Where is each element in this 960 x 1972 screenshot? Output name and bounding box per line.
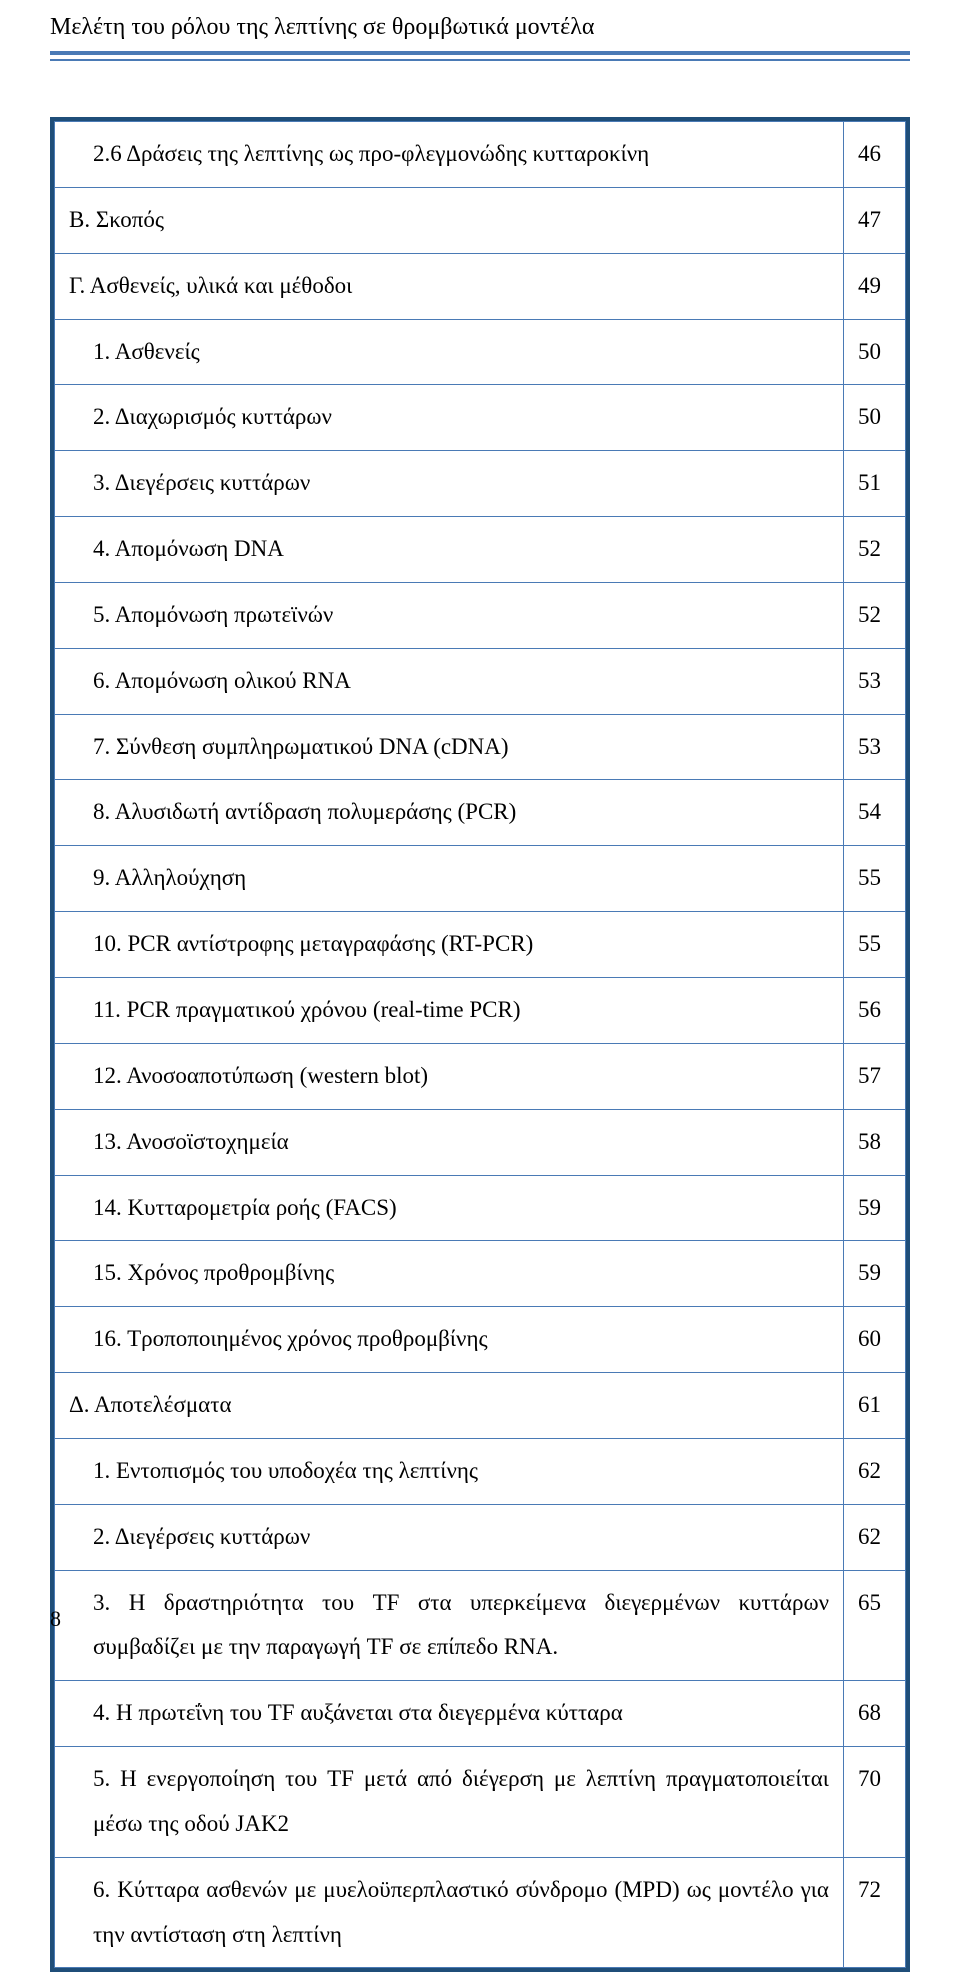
toc-row: 8. Αλυσιδωτή αντίδραση πολυμεράσης (PCR)… (55, 780, 906, 846)
toc-row: 5. Απομόνωση πρωτεϊνών52 (55, 582, 906, 648)
toc-entry-page: 72 (844, 1857, 906, 1968)
toc-entry-text: 14. Κυτταρομετρία ροής (FACS) (55, 1175, 844, 1241)
toc-entry-page: 50 (844, 385, 906, 451)
toc-entry-text: 13. Ανοσοϊστοχημεία (55, 1109, 844, 1175)
toc-row: 3. Διεγέρσεις κυττάρων51 (55, 451, 906, 517)
toc-entry-page: 60 (844, 1307, 906, 1373)
toc-row: 1. Εντοπισμός του υποδοχέα της λεπτίνης6… (55, 1438, 906, 1504)
toc-entry-text: 7. Σύνθεση συμπληρωματικού DNA (cDNA) (55, 714, 844, 780)
toc-entry-page: 51 (844, 451, 906, 517)
toc-entry-text: 2. Διεγέρσεις κυττάρων (55, 1504, 844, 1570)
toc-entry-page: 55 (844, 912, 906, 978)
toc-entry-text: 4. Απομόνωση DNA (55, 517, 844, 583)
toc-entry-text: 8. Αλυσιδωτή αντίδραση πολυμεράσης (PCR) (55, 780, 844, 846)
toc-entry-page: 52 (844, 582, 906, 648)
toc-entry-text: 5. Η ενεργοποίηση του TF μετά από διέγερ… (55, 1747, 844, 1858)
toc-entry-page: 55 (844, 846, 906, 912)
toc-row: 7. Σύνθεση συμπληρωματικού DNA (cDNA)53 (55, 714, 906, 780)
toc-row: 6. Κύτταρα ασθενών με μυελοϋπερπλαστικό … (55, 1857, 906, 1968)
toc-row: Δ. Αποτελέσματα61 (55, 1373, 906, 1439)
toc-entry-text: 10. PCR αντίστροφης μεταγραφάσης (RT-PCR… (55, 912, 844, 978)
toc-entry-page: 61 (844, 1373, 906, 1439)
toc-row: 12. Ανοσοαποτύπωση (western blot)57 (55, 1043, 906, 1109)
page-header: Μελέτη του ρόλου της λεπτίνης σε θρομβωτ… (0, 0, 960, 67)
toc-entry-page: 56 (844, 977, 906, 1043)
toc-entry-text: 6. Απομόνωση ολικού RNA (55, 648, 844, 714)
toc-entry-text: 3. Η δραστηριότητα του TF στα υπερκείμεν… (55, 1570, 844, 1681)
toc-entry-page: 47 (844, 187, 906, 253)
page-number: 8 (50, 1606, 61, 1632)
toc-entry-text: 9. Αλληλούχηση (55, 846, 844, 912)
toc-row: 2. Διαχωρισμός κυττάρων50 (55, 385, 906, 451)
toc-entry-page: 54 (844, 780, 906, 846)
toc-row: 2. Διεγέρσεις κυττάρων62 (55, 1504, 906, 1570)
toc-row: 16. Τροποποιημένος χρόνος προθρομβίνης60 (55, 1307, 906, 1373)
toc-entry-text: 2. Διαχωρισμός κυττάρων (55, 385, 844, 451)
toc-entry-page: 59 (844, 1241, 906, 1307)
toc-entry-page: 50 (844, 319, 906, 385)
toc-entry-text: 5. Απομόνωση πρωτεϊνών (55, 582, 844, 648)
toc-entry-text: Δ. Αποτελέσματα (55, 1373, 844, 1439)
toc-entry-page: 59 (844, 1175, 906, 1241)
toc-entry-page: 53 (844, 714, 906, 780)
toc-entry-text: 4. Η πρωτεΐνη του TF αυξάνεται στα διεγε… (55, 1681, 844, 1747)
toc-row: Γ. Ασθενείς, υλικά και μέθοδοι49 (55, 253, 906, 319)
toc-entry-page: 62 (844, 1504, 906, 1570)
toc-entry-text: Β. Σκοπός (55, 187, 844, 253)
toc-entry-page: 46 (844, 122, 906, 188)
toc-entry-page: 65 (844, 1570, 906, 1681)
toc-row: 9. Αλληλούχηση55 (55, 846, 906, 912)
toc-row: 6. Απομόνωση ολικού RNA53 (55, 648, 906, 714)
toc-entry-page: 58 (844, 1109, 906, 1175)
toc-table: 2.6 Δράσεις της λεπτίνης ως προ-φλεγμονώ… (54, 121, 906, 1968)
toc-row: 10. PCR αντίστροφης μεταγραφάσης (RT-PCR… (55, 912, 906, 978)
toc-entry-text: 16. Τροποποιημένος χρόνος προθρομβίνης (55, 1307, 844, 1373)
toc-entry-text: 1. Εντοπισμός του υποδοχέα της λεπτίνης (55, 1438, 844, 1504)
toc-entry-page: 70 (844, 1747, 906, 1858)
toc-row: 1. Ασθενείς50 (55, 319, 906, 385)
header-title: Μελέτη του ρόλου της λεπτίνης σε θρομβωτ… (50, 14, 910, 47)
toc-entry-page: 62 (844, 1438, 906, 1504)
toc-entry-text: 15. Χρόνος προθρομβίνης (55, 1241, 844, 1307)
toc-entry-page: 57 (844, 1043, 906, 1109)
toc-table-container: 2.6 Δράσεις της λεπτίνης ως προ-φλεγμονώ… (50, 117, 910, 1972)
toc-row: 4. Απομόνωση DNA52 (55, 517, 906, 583)
toc-row: 14. Κυτταρομετρία ροής (FACS)59 (55, 1175, 906, 1241)
toc-row: 15. Χρόνος προθρομβίνης59 (55, 1241, 906, 1307)
toc-entry-page: 53 (844, 648, 906, 714)
toc-entry-text: 2.6 Δράσεις της λεπτίνης ως προ-φλεγμονώ… (55, 122, 844, 188)
toc-entry-page: 52 (844, 517, 906, 583)
toc-entry-text: 6. Κύτταρα ασθενών με μυελοϋπερπλαστικό … (55, 1857, 844, 1968)
toc-entry-text: 1. Ασθενείς (55, 319, 844, 385)
toc-entry-text: 12. Ανοσοαποτύπωση (western blot) (55, 1043, 844, 1109)
toc-entry-text: 3. Διεγέρσεις κυττάρων (55, 451, 844, 517)
toc-row: 11. PCR πραγματικού χρόνου (real-time PC… (55, 977, 906, 1043)
toc-row: 13. Ανοσοϊστοχημεία58 (55, 1109, 906, 1175)
toc-row: 3. Η δραστηριότητα του TF στα υπερκείμεν… (55, 1570, 906, 1681)
header-divider (50, 51, 910, 61)
toc-entry-text: Γ. Ασθενείς, υλικά και μέθοδοι (55, 253, 844, 319)
toc-entry-page: 68 (844, 1681, 906, 1747)
toc-entry-page: 49 (844, 253, 906, 319)
toc-row: 4. Η πρωτεΐνη του TF αυξάνεται στα διεγε… (55, 1681, 906, 1747)
toc-row: 5. Η ενεργοποίηση του TF μετά από διέγερ… (55, 1747, 906, 1858)
toc-row: 2.6 Δράσεις της λεπτίνης ως προ-φλεγμονώ… (55, 122, 906, 188)
toc-entry-text: 11. PCR πραγματικού χρόνου (real-time PC… (55, 977, 844, 1043)
toc-row: Β. Σκοπός47 (55, 187, 906, 253)
